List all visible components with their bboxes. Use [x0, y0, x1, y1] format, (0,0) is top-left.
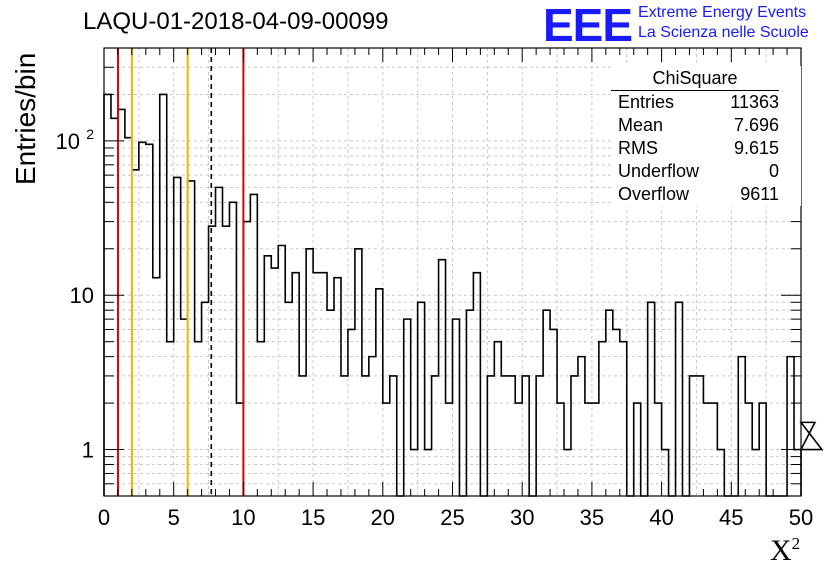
- y-tick-label: 10: [70, 283, 94, 308]
- x-tick-label: 30: [510, 505, 534, 530]
- x-axis-label-sup: 2: [791, 534, 801, 553]
- stats-key: Underflow: [618, 161, 700, 181]
- logo-line-1: Extreme Energy Events: [638, 4, 807, 21]
- y-axis-label: Entries/bin: [10, 52, 41, 185]
- x-tick-label: 5: [168, 505, 180, 530]
- x-tick-label: 10: [231, 505, 255, 530]
- y-tick-label: 10: [56, 129, 80, 154]
- x-tick-label: 50: [789, 505, 813, 530]
- stats-key: Mean: [618, 115, 664, 135]
- stats-value: 11363: [730, 92, 779, 112]
- stats-key: RMS: [618, 138, 658, 158]
- stats-row-rms: RMS 9.615: [611, 137, 801, 160]
- histogram: [103, 93, 824, 497]
- stats-key: Overflow: [618, 184, 690, 204]
- reference-lines: [116, 48, 245, 496]
- x-tick-label: 45: [719, 505, 743, 530]
- stats-key: Entries: [618, 92, 675, 112]
- axis-ticks: 0 5 10 15 20 25 30 35 40 45 50 1 10 10 2: [56, 48, 813, 530]
- stats-title: ChiSquare: [611, 66, 779, 91]
- x-tick-label: 40: [649, 505, 673, 530]
- stats-box: ChiSquare Entries 11363 Mean 7.696 RMS 9.61…: [611, 66, 801, 206]
- stats-row-overflow: Overflow 9611: [611, 183, 801, 206]
- x-tick-label: 0: [98, 505, 110, 530]
- x-tick-label: 35: [580, 505, 604, 530]
- stats-row-entries: Entries 11363: [611, 91, 801, 114]
- logo-line-2: La Scienza nelle Scuole: [638, 24, 809, 41]
- y-tick-label-sup: 2: [86, 126, 94, 142]
- x-axis-label-main: X: [770, 534, 792, 567]
- stats-row-mean: Mean 7.696: [611, 114, 801, 137]
- histogram-steps: [103, 93, 824, 497]
- stats-value: 7.696: [733, 115, 779, 135]
- chart-title: LAQU-01-2018-04-09-00099: [83, 8, 389, 35]
- logo-mark: EEE: [543, 0, 633, 51]
- x-tick-label: 25: [440, 505, 464, 530]
- x-axis-label: X2: [770, 534, 800, 568]
- x-tick-label: 20: [371, 505, 395, 530]
- stats-value: 9611: [740, 184, 779, 204]
- stats-row-underflow: Underflow 0: [611, 160, 801, 183]
- y-tick-label: 1: [82, 438, 94, 463]
- stats-value: 0: [768, 161, 779, 181]
- x-tick-label: 15: [301, 505, 325, 530]
- stats-value: 9.615: [733, 138, 779, 158]
